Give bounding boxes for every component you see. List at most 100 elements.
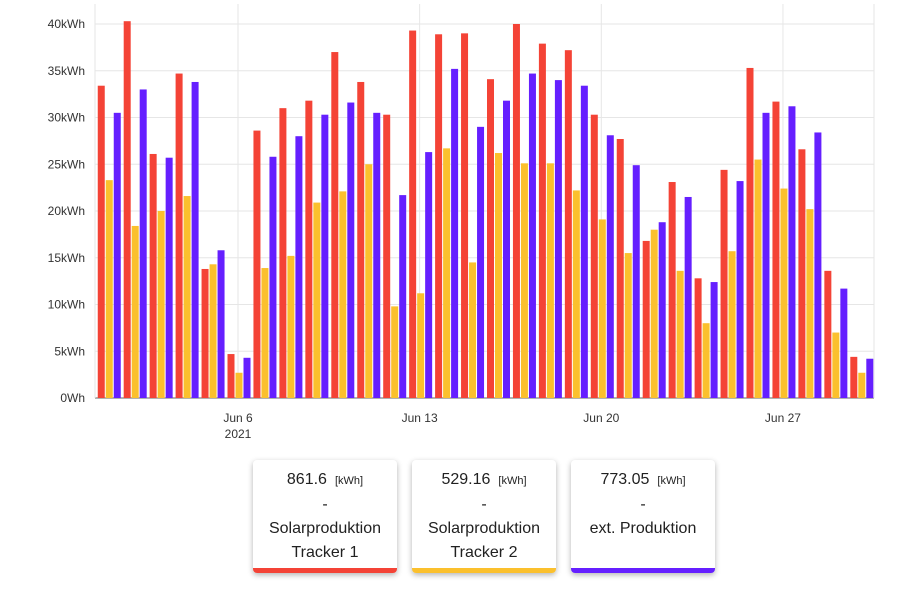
bar-1 (149, 153, 157, 398)
bar-2 (676, 270, 684, 398)
y-tick-label: 15kWh (48, 251, 85, 265)
bar-3 (503, 100, 510, 399)
bar-2 (495, 153, 502, 398)
bar-1 (616, 139, 624, 398)
bar-3 (477, 126, 485, 398)
bar-2 (572, 190, 580, 398)
bar-2 (624, 253, 632, 398)
y-tick-label: 5kWh (54, 344, 85, 358)
bar-3 (606, 135, 614, 398)
bar-3 (814, 132, 822, 398)
bar-3 (632, 165, 640, 398)
bar-3 (295, 136, 303, 398)
bar-3 (451, 68, 459, 398)
bar-3 (554, 80, 562, 398)
bar-1 (201, 268, 209, 398)
bar-2 (832, 332, 840, 398)
bar-1 (383, 114, 391, 398)
bar-2 (417, 293, 425, 398)
bar-1 (279, 108, 287, 399)
card-label: Solarproduktion (268, 520, 382, 537)
bar-2 (183, 196, 191, 398)
bar-3 (762, 112, 770, 398)
bar-1 (668, 182, 676, 398)
bar-3 (373, 112, 381, 398)
bar-2 (443, 148, 451, 398)
bar-3 (113, 112, 121, 398)
bar-3 (736, 181, 744, 398)
bar-2 (520, 163, 528, 398)
card-unit: [kWh] (498, 475, 527, 487)
card-value: 529.16 (441, 471, 491, 488)
bar-2 (391, 306, 399, 398)
bar-2 (728, 251, 736, 398)
bar-2 (365, 164, 373, 398)
bar-3 (684, 196, 692, 398)
bar-3 (425, 152, 433, 398)
y-tick-label: 30kWh (48, 111, 85, 125)
bar-1 (798, 149, 806, 398)
bar-2 (105, 180, 113, 398)
bar-3 (165, 157, 173, 398)
bar-1 (538, 43, 546, 398)
bar-1 (850, 356, 858, 398)
bar-3 (788, 106, 796, 398)
energy-bar-chart: 0Wh 5kWh 10kWh 15kWh 20kWh 25kWh 30kWh 35kWh 40k… (48, 4, 875, 441)
card-value: 861.6 (286, 471, 327, 488)
bar-3 (269, 156, 277, 398)
bar-2 (235, 372, 243, 398)
bar-1 (694, 278, 702, 398)
bar-2 (339, 191, 347, 398)
bar-2 (261, 268, 269, 398)
card-tracker-1[interactable]: 861.6 [kWh] - Solarproduktion Tracker 1 (253, 460, 397, 573)
x-tick-label: Jun 13 (402, 411, 438, 425)
bar-3 (139, 89, 147, 398)
card-separator: - (481, 496, 487, 513)
bar-1 (824, 270, 832, 398)
bar-2 (313, 202, 321, 398)
card-color-bar (253, 568, 397, 573)
bar-3 (217, 250, 225, 398)
bar-1 (461, 33, 469, 398)
bar-2 (209, 264, 217, 398)
bar-1 (642, 240, 650, 398)
card-label: Solarproduktion (427, 520, 541, 537)
card-label-2: Tracker 1 (291, 544, 359, 561)
bar-2 (754, 159, 762, 398)
bar-3 (658, 222, 666, 398)
bar-1 (590, 114, 598, 398)
y-tick-label: 0Wh (60, 391, 85, 405)
bar-1 (435, 34, 443, 398)
bar-1 (97, 85, 105, 399)
bar-1 (746, 67, 754, 398)
card-color-bar (571, 568, 715, 573)
card-ext-production[interactable]: 773.05 [kWh] - ext. Produktion (571, 460, 715, 573)
bar-1 (564, 50, 572, 399)
bar-3 (191, 81, 199, 398)
card-separator: - (640, 496, 646, 513)
y-tick-label: 35kWh (48, 64, 85, 78)
bar-1 (175, 73, 183, 399)
y-tick-label: 40kWh (48, 17, 85, 31)
bar-2 (546, 163, 554, 398)
bar-3 (347, 102, 355, 398)
bar-1 (331, 52, 339, 399)
bar-1 (772, 101, 780, 398)
bar-1 (487, 79, 494, 398)
bar-2 (858, 372, 866, 398)
bar-3 (866, 358, 874, 398)
bar-3 (321, 114, 329, 398)
x-tick-label: Jun 6 (223, 411, 253, 425)
bar-1 (305, 100, 313, 399)
bar-2 (598, 219, 606, 398)
y-tick-label: 25kWh (48, 157, 85, 171)
card-color-bar (412, 568, 556, 573)
bar-3 (580, 85, 588, 399)
bar-3 (243, 357, 251, 398)
bar-2 (780, 188, 788, 398)
card-tracker-2[interactable]: 529.16 [kWh] - Solarproduktion Tracker 2 (412, 460, 556, 573)
bar-1 (357, 81, 365, 398)
bar-1 (123, 21, 131, 398)
card-unit: [kWh] (657, 475, 686, 487)
bar-1 (409, 30, 417, 398)
